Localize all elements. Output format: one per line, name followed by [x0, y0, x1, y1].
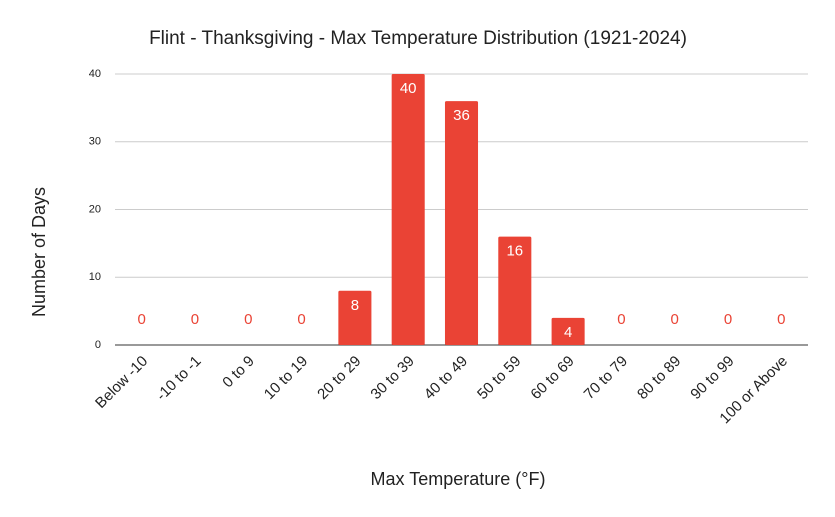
- chart-title: Flint - Thanksgiving - Max Temperature D…: [149, 28, 687, 49]
- bar: [444, 101, 479, 345]
- data-label: 16: [506, 243, 523, 260]
- x-tick-label: 10 to 19: [261, 353, 311, 403]
- data-label: 40: [400, 80, 417, 97]
- bar: [498, 236, 532, 345]
- x-axis-label: Max Temperature (°F): [371, 469, 546, 489]
- y-tick-label: 20: [89, 203, 101, 215]
- bar: [551, 317, 585, 345]
- data-label: 8: [351, 297, 359, 314]
- y-tick-label: 10: [89, 271, 101, 283]
- x-tick-label: -10 to -1: [153, 353, 205, 405]
- y-tick-label: 0: [95, 339, 101, 351]
- y-tick-label: 30: [89, 136, 101, 148]
- data-label: 36: [453, 107, 470, 124]
- y-tick-label: 40: [89, 68, 101, 80]
- y-axis-label: Number of Days: [29, 187, 49, 317]
- data-label: 0: [297, 311, 305, 328]
- x-tick-label: 80 to 89: [634, 353, 684, 403]
- data-label: 4: [564, 324, 572, 341]
- data-label: 0: [244, 311, 252, 328]
- bar: [338, 290, 372, 345]
- data-label: 0: [724, 311, 732, 328]
- x-tick-label: 20 to 29: [314, 353, 364, 403]
- data-label: 0: [671, 311, 679, 328]
- data-label: 0: [191, 311, 199, 328]
- bar: [391, 74, 425, 345]
- x-tick-label: 90 to 99: [687, 353, 737, 403]
- x-tick-label: 50 to 59: [474, 353, 524, 403]
- data-label: 0: [617, 311, 625, 328]
- x-tick-label: 70 to 79: [581, 353, 631, 403]
- x-tick-label: Below -10: [92, 353, 151, 412]
- data-label: 0: [777, 311, 785, 328]
- x-tick-label: 60 to 69: [527, 353, 577, 403]
- x-tick-label: 30 to 39: [367, 353, 417, 403]
- x-tick-label: 0 to 9: [219, 353, 258, 392]
- x-tick-label: 40 to 49: [421, 353, 471, 403]
- data-label: 0: [137, 311, 145, 328]
